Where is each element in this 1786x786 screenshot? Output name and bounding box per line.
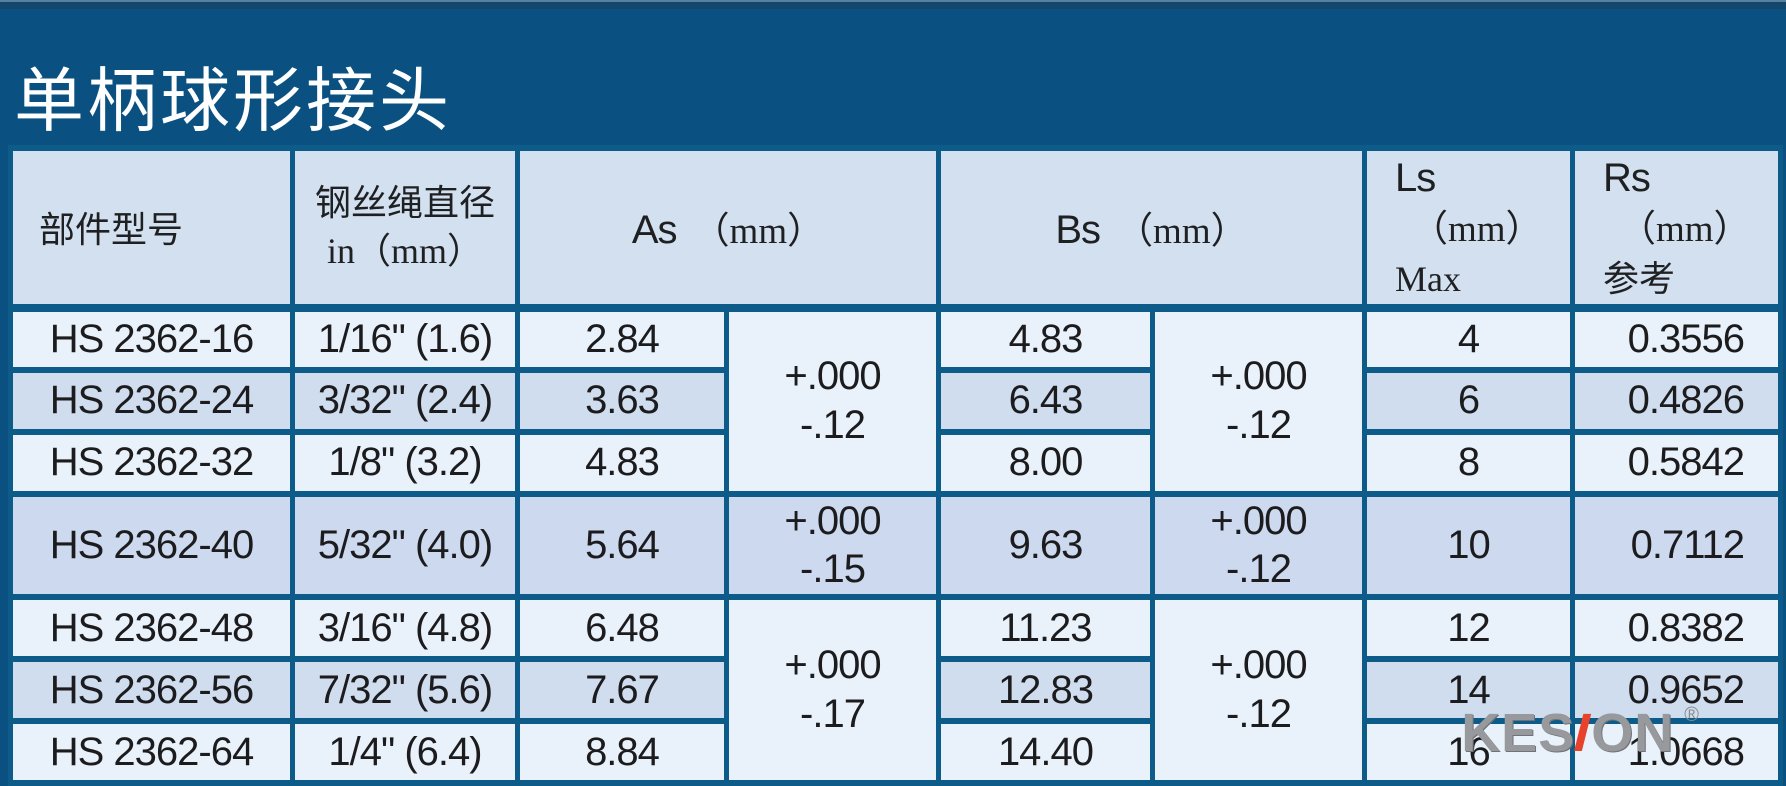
ls-value-cell: 6 [1362,366,1575,435]
bs-value-cell: 6.43 [936,366,1155,435]
as-value-cell: 5.64 [515,490,729,601]
wire-dia-cell: 3/16" (4.8) [290,594,520,663]
header-bs-label: Bs [1055,208,1101,253]
header-rs-sub: 参考 [1603,258,1676,299]
as-value-cell: 6.48 [515,594,729,663]
tolerance-line2: -.17 [800,692,866,737]
header-ls: Ls （mm） Max [1362,145,1575,312]
tolerance-line1: +.000 [1210,354,1307,399]
tolerance-line2: -.15 [800,547,866,592]
table-row: HS 2362-40 5/32" (4.0) 5.64 +.000 -.15 9… [8,490,1783,601]
bs-value-cell: 4.83 [936,304,1155,373]
tolerance-line2: -.12 [1226,403,1292,448]
table-row: HS 2362-32 1/8" (3.2) 4.83 8.00 8 0.5842 [8,428,1783,497]
as-tolerance-cell: +.000 -.12 [724,304,941,497]
rs-value-cell: 0.3556 [1570,304,1783,373]
bs-tolerance-cell: +.000 -.12 [1150,304,1367,497]
rs-value-cell: 1.0668 [1570,718,1783,786]
as-value-cell: 7.67 [515,656,729,725]
bs-value-cell: 11.23 [936,594,1155,663]
rs-value-cell: 0.4826 [1570,366,1783,435]
tolerance-line1: +.000 [784,498,881,543]
as-tolerance-cell: +.000 -.15 [724,490,941,601]
ls-value-cell: 4 [1362,304,1575,373]
header-wire-diameter-line2: in（mm） [326,231,483,272]
tolerance-line2: -.12 [1226,547,1292,592]
header-rs: Rs （mm） 参考 [1570,145,1783,312]
tolerance-line1: +.000 [784,643,881,688]
as-value-cell: 2.84 [515,304,729,373]
ls-value-cell: 14 [1362,656,1575,725]
bs-tolerance-cell: +.000 -.12 [1150,594,1367,786]
header-wire-diameter-line1: 钢丝绳直径 [314,182,495,223]
tolerance-line1: +.000 [784,354,881,399]
header-as-label: As [631,208,678,253]
bs-value-cell: 8.00 [936,428,1155,497]
tolerance-line1: +.000 [1210,498,1307,543]
table-row: HS 2362-56 7/32" (5.6) 7.67 12.83 14 0.9… [8,656,1783,725]
part-model-cell: HS 2362-40 [8,490,295,601]
header-ls-label: Ls [1395,156,1436,200]
wire-dia-cell: 3/32" (2.4) [290,366,520,435]
bs-value-cell: 12.83 [936,656,1155,725]
table-row: HS 2362-64 1/4" (6.4) 8.84 14.40 16 1.06… [8,718,1783,786]
page-title: 单柄球形接头 [14,63,452,141]
wire-dia-cell: 5/32" (4.0) [290,490,520,601]
part-model-cell: HS 2362-64 [8,718,295,786]
top-bar [0,0,1786,9]
bs-value-cell: 9.63 [936,490,1155,601]
rs-value-cell: 0.8382 [1570,594,1783,663]
ls-value-cell: 12 [1362,594,1575,663]
tolerance-line2: -.12 [1226,692,1292,737]
part-model-cell: HS 2362-24 [8,366,295,435]
table-row: HS 2362-24 3/32" (2.4) 3.63 6.43 6 0.482… [8,366,1783,435]
rs-value-cell: 0.9652 [1570,656,1783,725]
wire-dia-cell: 1/16" (1.6) [290,304,520,373]
ls-value-cell: 10 [1362,490,1575,601]
header-rs-unit: （mm） [1619,209,1751,250]
wire-dia-cell: 1/4" (6.4) [290,718,520,786]
header-ls-unit: （mm） [1411,209,1543,250]
header-as: As （mm） [515,145,941,312]
header-ls-sub: Max [1395,258,1461,299]
watermark-text-post: ON [1591,703,1675,763]
wire-dia-cell: 7/32" (5.6) [290,656,520,725]
spec-table: 部件型号 钢丝绳直径 in（mm） As （mm） Bs （mm） Ls （mm） M… [8,145,1783,786]
registered-trademark-icon: ® [1684,704,1700,726]
bs-value-cell: 14.40 [936,718,1155,786]
part-model-cell: HS 2362-16 [8,304,295,373]
kesion-watermark: KESION ® [1461,702,1700,764]
as-value-cell: 8.84 [515,718,729,786]
header-as-unit: （mm） [692,211,825,253]
table-row: HS 2362-48 3/16" (4.8) 6.48 +.000 -.17 1… [8,594,1783,786]
ls-value-cell: 16 [1362,718,1575,786]
as-value-cell: 3.63 [515,366,729,435]
ls-value-cell: 8 [1362,428,1575,497]
as-tolerance-cell: +.000 -.17 [724,594,941,786]
table-row: HS 2362-16 1/16" (1.6) 2.84 +.000 -.12 4… [8,304,1783,497]
rs-value-cell: 0.5842 [1570,428,1783,497]
tolerance-line1: +.000 [1210,643,1307,688]
header-bs-unit: （mm） [1116,211,1248,253]
rs-value-cell: 0.7112 [1570,490,1783,601]
as-value-cell: 4.83 [515,428,729,497]
header-wire-diameter: 钢丝绳直径 in（mm） [290,145,520,312]
header-rs-label: Rs [1603,156,1651,200]
part-model-cell: HS 2362-56 [8,656,295,725]
bs-tolerance-cell: +.000 -.12 [1150,490,1367,601]
watermark-text-pre: KES [1461,703,1576,763]
part-model-cell: HS 2362-48 [8,594,295,663]
header-part-model: 部件型号 [8,145,295,312]
wire-dia-cell: 1/8" (3.2) [290,428,520,497]
header-row: 部件型号 钢丝绳直径 in（mm） As （mm） Bs （mm） Ls （mm） M… [8,145,1783,312]
header-bs: Bs （mm） [936,145,1367,312]
part-model-cell: HS 2362-32 [8,428,295,497]
tolerance-line2: -.12 [800,403,866,448]
